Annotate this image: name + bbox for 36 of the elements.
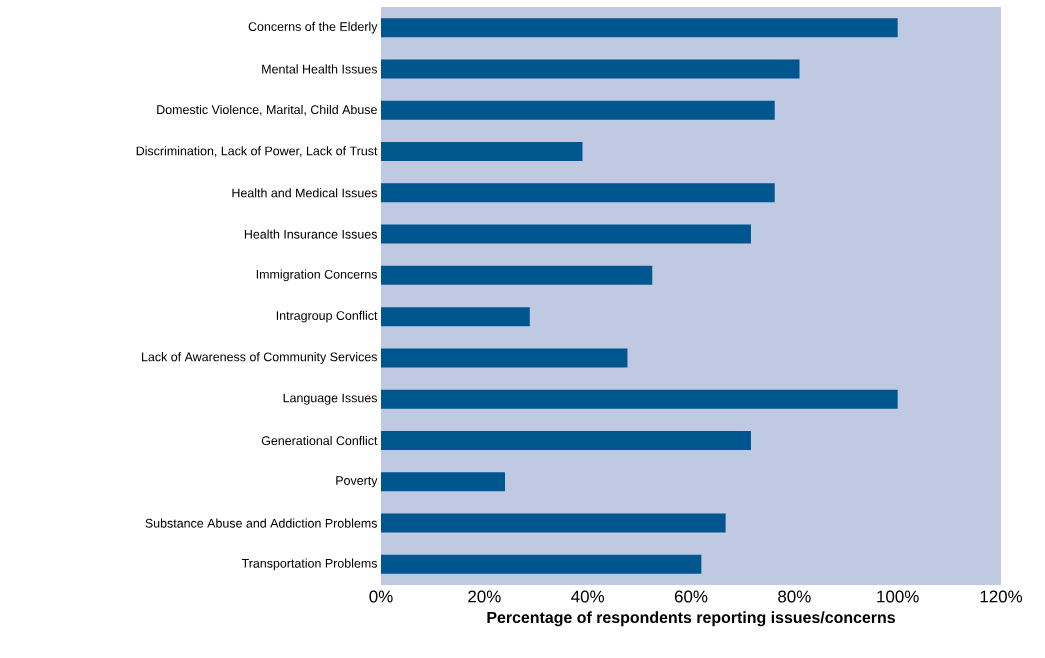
y-tick-label: Lack of Awareness of Community Services [142,352,378,364]
y-tick-label: Transportation Problems [241,558,378,571]
x-tick-label: 60% [674,590,708,603]
x-tick-label: 0% [369,590,393,603]
x-tick-label: 100% [877,590,919,603]
bar [381,554,702,574]
bar [381,307,530,327]
y-tick-label: Domestic Violence, Marital, Child Abuse [157,104,377,116]
bar [381,348,628,368]
y-tick-label: Poverty [336,476,378,488]
bar [381,183,775,203]
y-tick-label: Generational Conflict [261,435,378,446]
y-tick-label: Health Insurance Issues [244,229,378,239]
x-tick-label: 20% [468,590,501,603]
bar [381,265,653,285]
bar [381,142,583,161]
y-tick-label: Immigration Concerns [256,269,378,282]
y-tick-label: Language Issues [283,393,378,405]
x-tick-label: 40% [571,590,605,603]
y-tick-label: Concerns of the Elderly [248,21,378,34]
y-tick-label: Discrimination, Lack of Power, Lack of Trust [136,146,378,157]
bar [381,389,898,409]
bar [381,513,726,533]
y-tick-label: Intragroup Conflict [276,310,378,323]
x-axis-title: Percentage of respondents reporting issues/concerns [487,611,895,627]
bar [381,224,751,244]
bar [381,431,751,450]
bar [381,472,505,492]
y-tick-label: Health and Medical Issues [232,188,377,198]
bar [381,18,898,38]
y-tick-label: Substance Abuse and Addiction Problems [145,518,377,528]
x-tick-label: 120% [980,590,1023,603]
x-tick-label: 80% [778,590,811,603]
y-tick-label: Mental Health Issues [262,64,378,74]
bar [381,100,775,120]
bar [381,59,800,79]
